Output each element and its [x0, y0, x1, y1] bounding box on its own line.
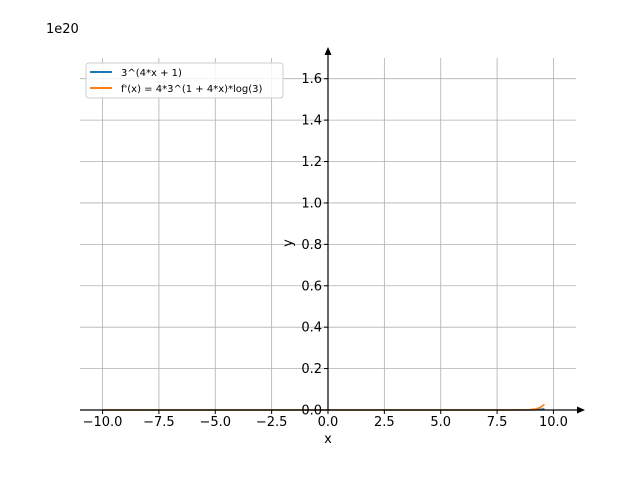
legend-label-series-1: f'(x) = 4*3^(1 + 4*x)*log(3) [121, 84, 263, 95]
y-tick-label-1: 0.2 [301, 362, 322, 377]
offset-label: 1e20 [46, 22, 79, 37]
x-axis-arrow [577, 406, 585, 414]
series-line-1 [102, 403, 545, 411]
y-tick-label-4: 0.8 [301, 238, 322, 253]
legend-box [85, 62, 284, 99]
x-tick-label-3: −2.5 [256, 415, 288, 430]
series-layer [102, 403, 545, 411]
y-tick-label-0: 0.0 [301, 404, 322, 419]
x-tick-label-4: 0.0 [318, 415, 339, 430]
x-tick-label-7: 7.5 [487, 415, 508, 430]
x-tick-label-5: 2.5 [374, 415, 395, 430]
axes [80, 47, 585, 414]
ticks: −10.0 −7.5 −5.0 −2.5 0.0 2.5 5.0 7.5 10.0 0.0 0.2 0… [83, 72, 568, 430]
y-tick-label-3: 0.6 [301, 279, 322, 294]
x-tick-label-0: −10.0 [83, 415, 123, 430]
x-tick-label-6: 5.0 [430, 415, 451, 430]
y-tick-label-2: 0.4 [301, 321, 322, 336]
y-tick-label-7: 1.4 [301, 114, 322, 129]
x-axis-label: x [324, 432, 332, 447]
y-axis-label: y [281, 239, 296, 247]
y-axis-arrow [324, 47, 332, 55]
x-tick-label-8: 10.0 [539, 415, 568, 430]
y-tick-label-8: 1.6 [301, 72, 322, 87]
legend: 3^(4*x + 1) f'(x) = 4*3^(1 + 4*x)*log(3) [85, 62, 284, 99]
x-tick-label-2: −5.0 [199, 415, 231, 430]
legend-label-series-0: 3^(4*x + 1) [121, 68, 182, 79]
y-tick-label-5: 1.0 [301, 196, 322, 211]
x-tick-label-1: −7.5 [143, 415, 175, 430]
y-tick-label-6: 1.2 [301, 155, 322, 170]
